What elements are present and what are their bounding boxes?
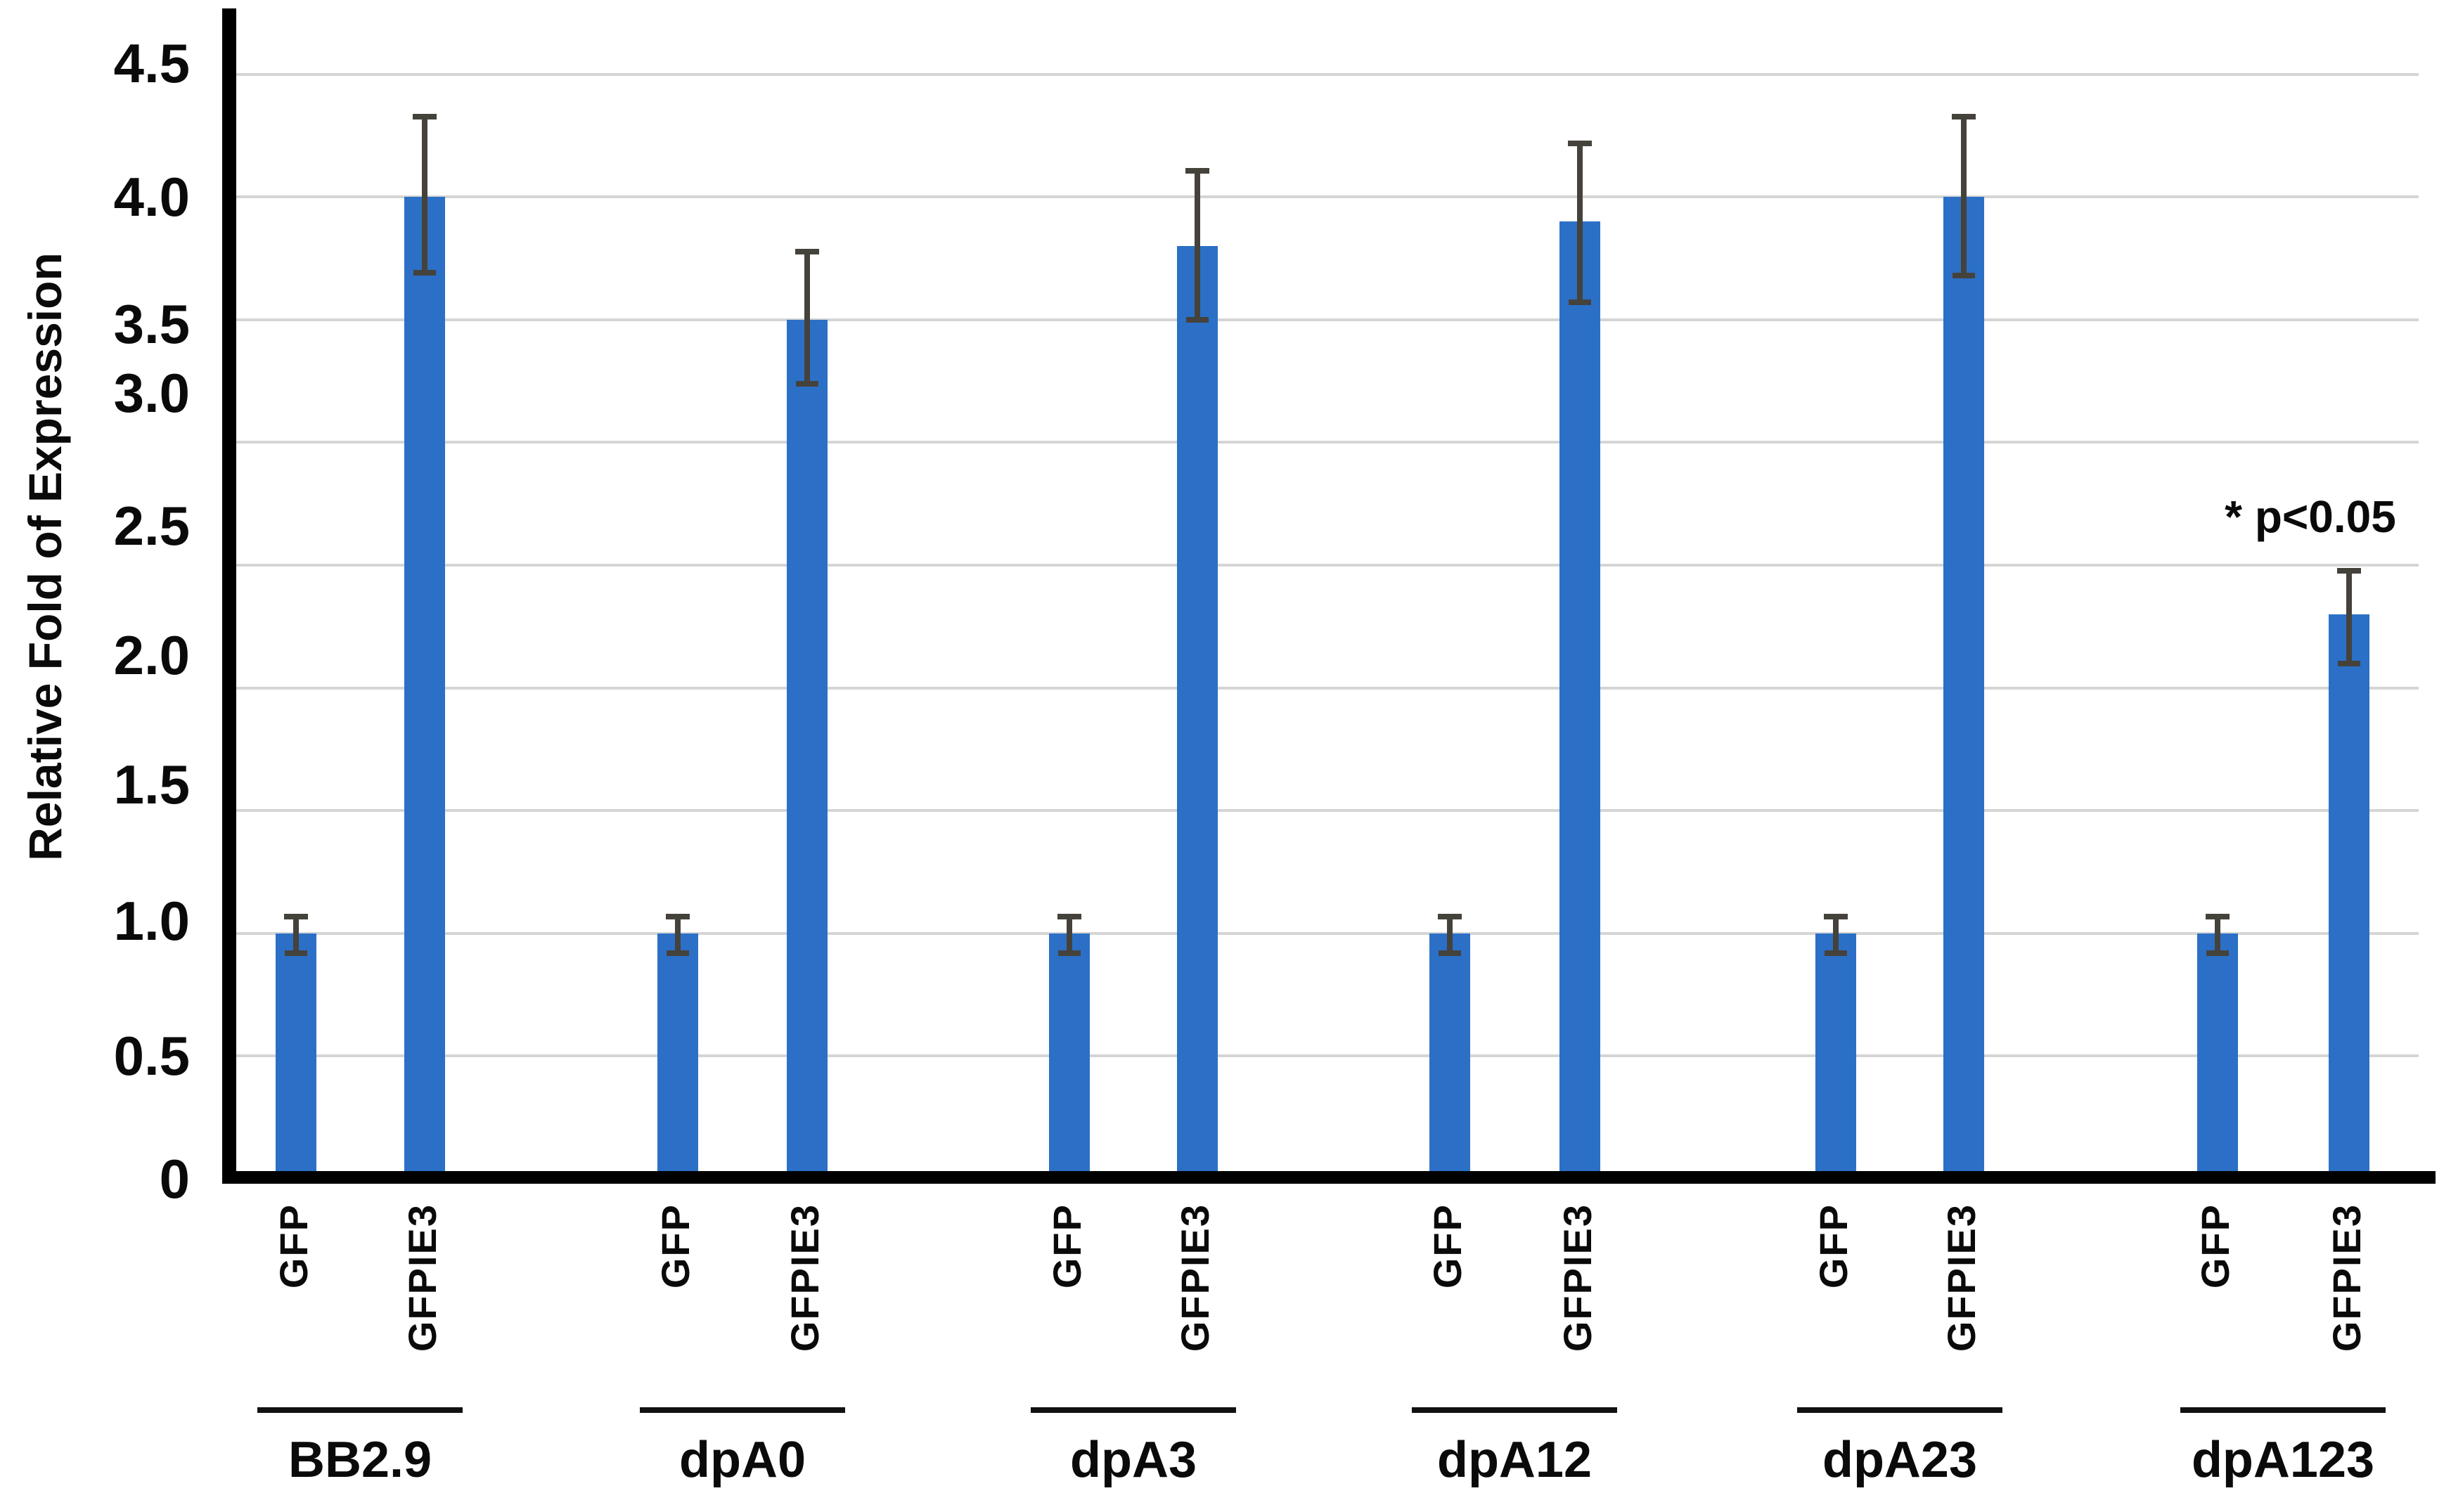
bar-dpA12-GFPIE3 (1559, 221, 1600, 1179)
error-bar (675, 916, 681, 953)
gridline (236, 686, 2419, 690)
error-bar (1185, 167, 1209, 174)
error-bar (1186, 316, 1209, 323)
y-tick-label: 3.0 (113, 362, 190, 425)
y-tick-label: 2.0 (113, 623, 190, 686)
error-bar (667, 950, 689, 956)
bar-label-GFP: GFP (653, 1203, 697, 1289)
y-tick-label: 4.0 (113, 166, 190, 228)
error-bar (1438, 914, 1462, 920)
error-bar (1195, 169, 1200, 320)
gridline (236, 72, 2419, 76)
y-tick-label: 4.5 (113, 32, 190, 94)
group-underline (257, 1407, 463, 1413)
group-label-dpA23: dpA23 (1822, 1432, 1978, 1488)
error-bar (1447, 916, 1453, 953)
group-underline (640, 1407, 845, 1413)
error-bar (2346, 569, 2352, 664)
gridline (236, 564, 2419, 567)
bar-BB2.9-GFPIE3 (404, 197, 445, 1179)
bar-dpA123-GFPIE3 (2329, 614, 2369, 1179)
group-label-dpA3: dpA3 (1070, 1432, 1197, 1488)
bar-dpA123-GFP (2197, 933, 2238, 1179)
group-label-dpA123: dpA123 (2191, 1432, 2375, 1488)
bar-label-GFPIE3: GFPIE3 (1555, 1203, 1600, 1352)
gridline (236, 441, 2419, 444)
bar-dpA3-GFP (1049, 933, 1090, 1179)
y-tick-label: 2.5 (113, 495, 190, 557)
gridline (236, 195, 2419, 199)
error-bar (666, 914, 690, 920)
error-bar (1961, 115, 1967, 276)
bar-label-GFPIE3: GFPIE3 (2324, 1203, 2369, 1352)
error-bar (413, 113, 437, 119)
error-bar (1824, 914, 1848, 920)
group-label-dpA0: dpA0 (679, 1432, 806, 1488)
bar-dpA23-GFP (1815, 933, 1856, 1179)
group-label-BB2.9: BB2.9 (288, 1432, 432, 1488)
error-bar (1833, 916, 1839, 953)
y-tick-label: 1.5 (113, 754, 190, 816)
error-bar (1058, 950, 1081, 956)
error-bar (413, 270, 436, 276)
error-bar (293, 916, 299, 953)
error-bar (1057, 914, 1081, 920)
error-bar (2337, 567, 2361, 574)
bar-dpA23-GFPIE3 (1943, 197, 1984, 1179)
bar-dpA3-GFPIE3 (1177, 246, 1218, 1179)
error-bar (1577, 143, 1583, 303)
bar-label-GFP: GFP (1045, 1203, 1089, 1289)
gridline (236, 931, 2419, 935)
y-tick-label: 1.0 (113, 889, 190, 952)
error-bar (1067, 916, 1072, 953)
error-bar (795, 249, 819, 255)
error-bar (1952, 113, 1976, 119)
group-underline (1797, 1407, 2002, 1413)
bar-label-GFP: GFP (2193, 1203, 2237, 1289)
y-axis-line (222, 8, 236, 1184)
bar-BB2.9-GFP (276, 933, 316, 1179)
y-tick-label: 3.5 (113, 292, 190, 355)
error-bar (1439, 950, 1461, 956)
bar-dpA0-GFPIE3 (787, 319, 828, 1179)
bar-dpA0-GFP (657, 933, 698, 1179)
group-underline (1412, 1407, 1617, 1413)
error-bar (1953, 272, 1975, 278)
bar-label-GFPIE3: GFPIE3 (783, 1203, 827, 1352)
bar-label-GFP: GFP (271, 1203, 316, 1289)
error-bar (1568, 141, 1592, 147)
group-underline (1031, 1407, 1236, 1413)
gridline (236, 318, 2419, 321)
significance-annotation: * p<0.05 (2225, 491, 2396, 542)
error-bar (1569, 299, 1591, 306)
x-axis-line (222, 1171, 2436, 1184)
bar-label-GFPIE3: GFPIE3 (1939, 1203, 1983, 1352)
bar-label-GFP: GFP (1811, 1203, 1855, 1289)
error-bar (284, 914, 308, 920)
error-bar (2206, 914, 2230, 920)
error-bar (796, 380, 818, 387)
bar-label-GFP: GFP (1425, 1203, 1469, 1289)
error-bar (1825, 950, 1847, 956)
bar-label-GFPIE3: GFPIE3 (400, 1203, 444, 1352)
error-bar (2206, 950, 2229, 956)
group-underline (2180, 1407, 2386, 1413)
y-tick-label: 0 (159, 1148, 190, 1210)
error-bar (804, 251, 810, 384)
gridline (236, 1054, 2419, 1058)
bar-label-GFPIE3: GFPIE3 (1173, 1203, 1217, 1352)
error-bar (285, 950, 307, 956)
error-bar (2215, 916, 2220, 953)
bar-dpA12-GFP (1429, 933, 1470, 1179)
gridline (236, 809, 2419, 813)
y-tick-label: 0.5 (113, 1025, 190, 1087)
error-bar (422, 115, 427, 273)
error-bar (2338, 660, 2360, 666)
group-label-dpA12: dpA12 (1436, 1432, 1593, 1488)
